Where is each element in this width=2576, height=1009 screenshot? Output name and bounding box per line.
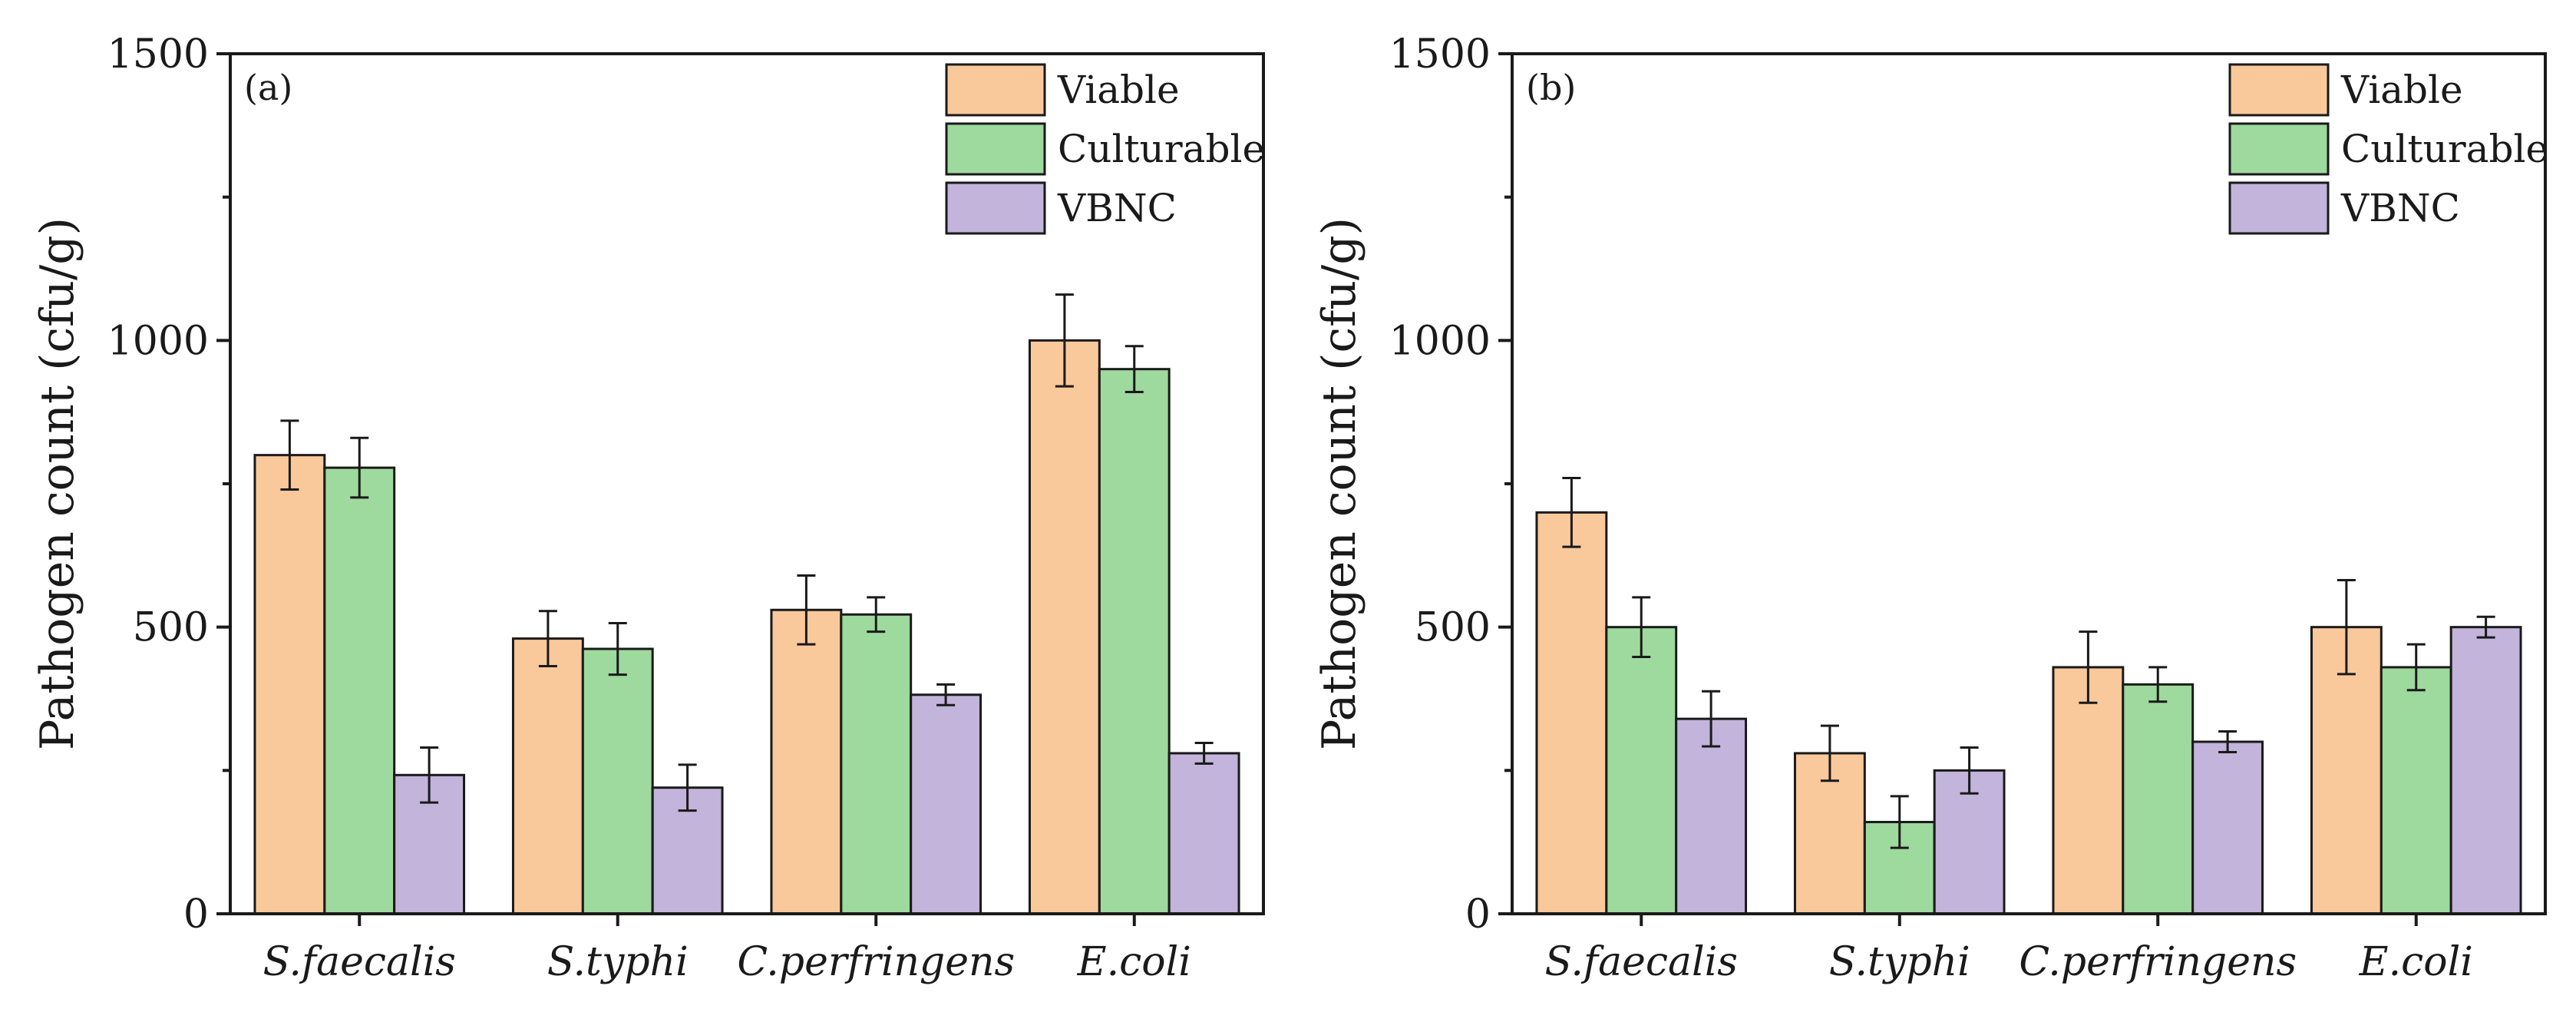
x-category-label: S.typhi <box>547 939 689 985</box>
error-bar <box>678 763 697 812</box>
y-axis-title: Pathogen count (cfu/g) <box>31 217 84 750</box>
x-category-label: S.typhi <box>1829 939 1970 985</box>
x-category-label: S.faecalis <box>263 939 456 985</box>
panel-label: (a) <box>244 67 292 108</box>
bar-vbnc-cperfringens <box>2191 740 2264 915</box>
legend-swatch-culturable <box>2228 122 2330 176</box>
error-bar <box>1562 477 1581 548</box>
bar-culturable-sfaecalis <box>323 466 396 915</box>
legend-swatch-viable <box>945 63 1046 117</box>
bar-viable-ecoli <box>1028 339 1101 915</box>
x-category-label: S.faecalis <box>1545 939 1738 985</box>
error-bar <box>1702 690 1721 748</box>
error-bar <box>420 746 439 804</box>
error-bar <box>2079 630 2098 704</box>
error-bar <box>1890 795 1909 849</box>
error-bar <box>1194 741 1214 765</box>
bar-vbnc-cperfringens <box>910 693 983 915</box>
x-category-label: E.coli <box>1077 939 1191 985</box>
legend-swatch-vbnc <box>2228 181 2330 235</box>
bar-culturable-cperfringens <box>2122 683 2195 915</box>
error-bar <box>1632 596 1651 658</box>
bar-culturable-ecoli <box>2379 666 2452 915</box>
chart-panel-b: 0 500 1000 1500 S.faecalis S.typhi C.perfringe… <box>1313 31 2548 985</box>
panel-label: (b) <box>1526 67 1576 108</box>
legend-label-vbnc: VBNC <box>1057 186 1177 230</box>
error-bar <box>350 436 369 499</box>
error-bar <box>608 621 627 677</box>
bar-viable-sfaecalis <box>1535 511 1608 915</box>
y-tick-label: 1500 <box>107 31 209 78</box>
y-tick-label: 500 <box>1415 605 1491 651</box>
bar-culturable-styphi <box>581 647 654 915</box>
error-bar <box>2406 643 2426 692</box>
y-tick-label: 1000 <box>107 318 209 364</box>
bar-viable-styphi <box>511 637 584 915</box>
legend-swatch-vbnc <box>945 181 1046 235</box>
x-category-label: C.perfringens <box>737 939 1015 985</box>
error-bar <box>2148 666 2168 703</box>
legend-label-culturable: Culturable <box>1058 127 1265 171</box>
legend-label-viable: Viable <box>1057 68 1180 112</box>
bar-viable-cperfringens <box>770 608 843 915</box>
error-bar <box>2218 730 2237 753</box>
bar-culturable-sfaecalis <box>1605 626 1678 915</box>
bar-vbnc-ecoli <box>2449 626 2522 915</box>
x-category-label: C.perfringens <box>2019 939 2297 985</box>
error-bar <box>936 683 956 706</box>
y-tick-label: 0 <box>1465 892 1491 938</box>
bar-culturable-ecoli <box>1098 368 1171 915</box>
bar-culturable-cperfringens <box>840 613 913 915</box>
y-tick-label: 500 <box>133 605 209 651</box>
legend-swatch-viable <box>2228 63 2330 117</box>
y-axis-title: Pathogen count (cfu/g) <box>1313 217 1366 750</box>
y-tick-label: 1500 <box>1389 31 1491 78</box>
legend-label-culturable: Culturable <box>2341 127 2548 171</box>
bar-viable-sfaecalis <box>253 454 326 915</box>
y-tick-label: 1000 <box>1389 318 1491 364</box>
error-bar <box>1055 293 1074 388</box>
error-bar <box>2337 578 2356 676</box>
bar-vbnc-ecoli <box>1167 752 1240 915</box>
error-bar <box>2476 615 2495 639</box>
y-tick-label: 0 <box>183 892 209 938</box>
error-bar <box>1820 724 1839 782</box>
bar-viable-cperfringens <box>2052 666 2125 915</box>
x-category-label: E.coli <box>2359 939 2473 985</box>
legend-label-viable: Viable <box>2340 68 2463 112</box>
error-bar <box>280 419 299 491</box>
legend-label-vbnc: VBNC <box>2340 186 2460 230</box>
chart-panel-a: 0 500 1000 1500 S.faecalis S.typhi C.perfringe… <box>31 31 1265 985</box>
error-bar <box>867 596 886 634</box>
legend-swatch-culturable <box>945 122 1046 176</box>
error-bar <box>1960 746 1979 795</box>
bar-vbnc-sfaecalis <box>1675 717 1748 915</box>
error-bar <box>797 574 816 646</box>
error-bar <box>538 610 557 667</box>
error-bar <box>1125 345 1144 394</box>
